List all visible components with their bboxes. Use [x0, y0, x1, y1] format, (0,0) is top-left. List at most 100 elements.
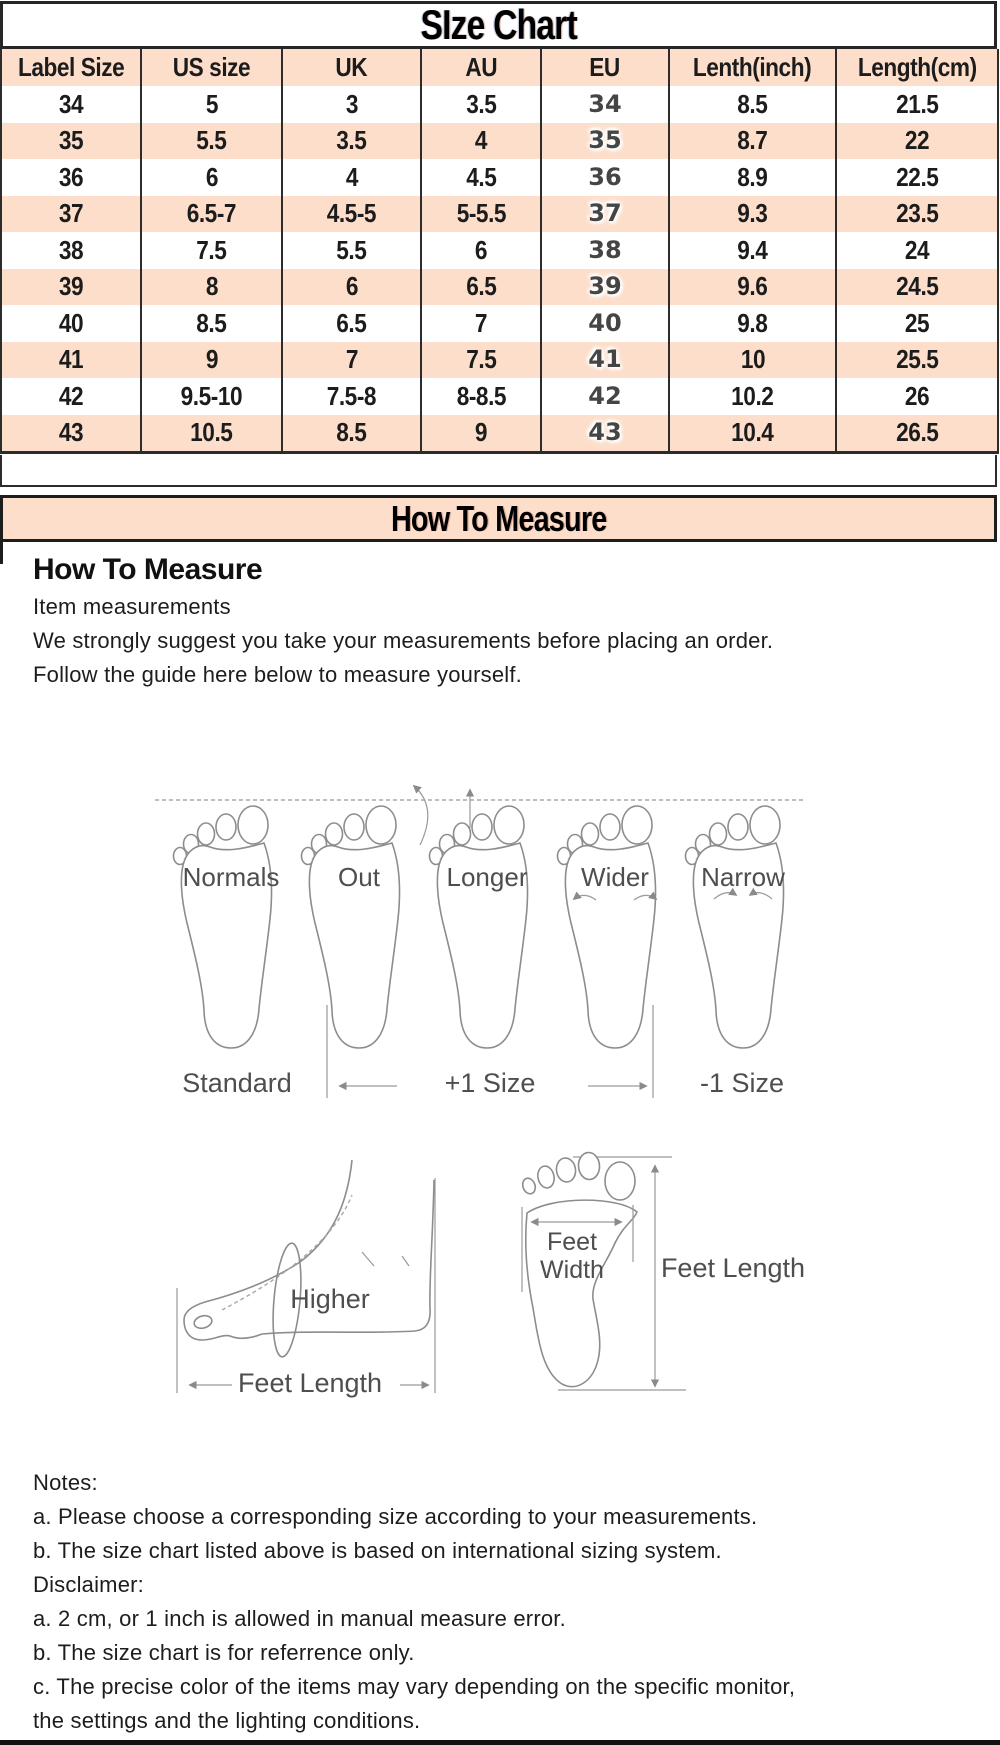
size-value: 23.5	[895, 198, 939, 229]
size-value: 35	[58, 125, 84, 156]
size-value: 24	[904, 234, 930, 265]
table-footer-empty-row	[0, 455, 997, 487]
size-cell: 6	[281, 268, 422, 305]
toe-nail	[193, 1314, 213, 1330]
size-cell: 8.9	[668, 159, 837, 196]
ankle-marks	[361, 1251, 410, 1267]
note-b: b. The size chart listed above is based …	[33, 1538, 722, 1563]
size-value: 9.6	[737, 271, 768, 302]
size-value: 3.5	[465, 88, 497, 119]
size-value: 24.5	[895, 271, 939, 302]
size-cell: 6.5	[420, 268, 542, 305]
how-to-measure-banner: How To Measure	[0, 495, 997, 542]
size-cell: 8.7	[668, 122, 837, 159]
foot-narrow: Narrow	[684, 805, 785, 1049]
size-value: 42	[58, 380, 84, 411]
size-cell: 5	[140, 86, 283, 123]
size-value: 21.5	[895, 88, 939, 119]
measure-line2: Follow the guide here below to measure y…	[33, 662, 522, 687]
column-header-label: AU	[465, 52, 497, 82]
size-cell: 4	[281, 159, 422, 196]
size-cell: 6	[140, 159, 283, 196]
size-value: 7.5-8	[326, 380, 377, 411]
size-cell: 8	[140, 268, 283, 305]
eu-size-value: 39	[588, 272, 622, 301]
narrow-arrow-left	[713, 887, 738, 900]
size-cell: 36	[0, 159, 142, 196]
size-cell: 9.4	[668, 232, 837, 269]
size-cell: 6.5-7	[140, 195, 283, 232]
size-cell: 24	[835, 232, 999, 269]
size-cell: 3	[281, 86, 422, 123]
size-value: 25	[904, 307, 930, 338]
size-cell: 40	[540, 305, 670, 342]
size-cell: 37	[540, 195, 670, 232]
foot-wider: Wider	[556, 805, 658, 1049]
size-row-34: 34 5 3 3.5 34 8.5 21.5	[0, 86, 999, 123]
size-row-36: 36 6 4 4.5 36 8.9 22.5	[0, 159, 999, 196]
foot-label-narrow: Narrow	[701, 862, 785, 892]
side-foot-outline	[183, 1159, 435, 1341]
size-value: 6	[345, 271, 358, 302]
size-value: 9.5-10	[180, 380, 243, 411]
size-cell: 8-8.5	[420, 378, 542, 415]
size-cell: 10.5	[140, 414, 283, 453]
foot-label-out: Out	[338, 862, 381, 892]
size-cell: 5.5	[140, 122, 283, 159]
size-value: 6	[474, 234, 488, 265]
size-value: 4	[345, 161, 358, 192]
size-value: 8.5	[737, 88, 768, 119]
size-cell: 40	[0, 305, 142, 342]
size-value: 43	[58, 417, 84, 448]
size-cell: 26	[835, 378, 999, 415]
size-value: 8.9	[737, 161, 768, 192]
size-cell: 9.5-10	[140, 378, 283, 415]
size-row-40: 40 8.5 6.5 7 40 9.8 25	[0, 305, 999, 342]
size-conversion-table: Label Size US size UK AU EU Lenth(inch) Length…	[0, 49, 999, 454]
table-header-row: Label Size US size UK AU EU Lenth(inch) Length…	[0, 49, 999, 86]
size-value: 6	[205, 161, 218, 192]
label-standard: Standard	[182, 1068, 292, 1098]
size-cell: 39	[540, 268, 670, 305]
eu-size-value: 34	[588, 89, 622, 118]
foot-types-figure: Normals Out Longer Wider Narrow Stan	[155, 784, 805, 1098]
size-value: 26.5	[895, 417, 939, 448]
label-feet-length-side: Feet Length	[238, 1368, 382, 1398]
note-a: a. Please choose a corresponding size ac…	[33, 1504, 758, 1529]
size-value: 25.5	[895, 344, 939, 375]
size-cell: 42	[0, 378, 142, 415]
size-value: 37	[58, 198, 84, 229]
column-header-us-size: US size	[140, 49, 283, 86]
size-value: 7.5	[196, 234, 227, 265]
eu-size-value: 36	[588, 162, 622, 191]
size-cell: 25	[835, 305, 999, 342]
size-cell: 9.8	[668, 305, 837, 342]
size-value: 8.7	[737, 125, 768, 156]
size-cell: 5.5	[281, 232, 422, 269]
eu-size-value: 42	[588, 381, 622, 410]
size-cell: 10	[668, 341, 837, 378]
wider-arrow-right	[633, 891, 658, 901]
foot-label-normals: Normals	[183, 862, 280, 892]
column-header-label: UK	[335, 52, 368, 82]
size-value: 9.3	[737, 198, 768, 229]
size-cell: 10.2	[668, 378, 837, 415]
size-value: 8.5	[196, 307, 227, 338]
column-header-label: Lenth(inch)	[693, 52, 812, 82]
size-value: 10.4	[731, 417, 774, 448]
size-cell: 25.5	[835, 341, 999, 378]
size-value: 5.5	[336, 234, 367, 265]
out-arrow	[412, 784, 429, 846]
size-value: 9.8	[737, 307, 768, 338]
size-cell: 36	[540, 159, 670, 196]
label-higher: Higher	[290, 1284, 370, 1314]
size-cell: 7	[281, 341, 422, 378]
label-plus-1-size: +1 Size	[445, 1068, 536, 1098]
size-cell: 4.5	[420, 159, 542, 196]
size-cell: 9.6	[668, 268, 837, 305]
size-cell: 6	[420, 232, 542, 269]
column-header-label-size: Label Size	[0, 49, 142, 86]
size-cell: 22	[835, 122, 999, 159]
size-cell: 3.5	[420, 86, 542, 123]
sole-outline	[525, 1199, 638, 1388]
